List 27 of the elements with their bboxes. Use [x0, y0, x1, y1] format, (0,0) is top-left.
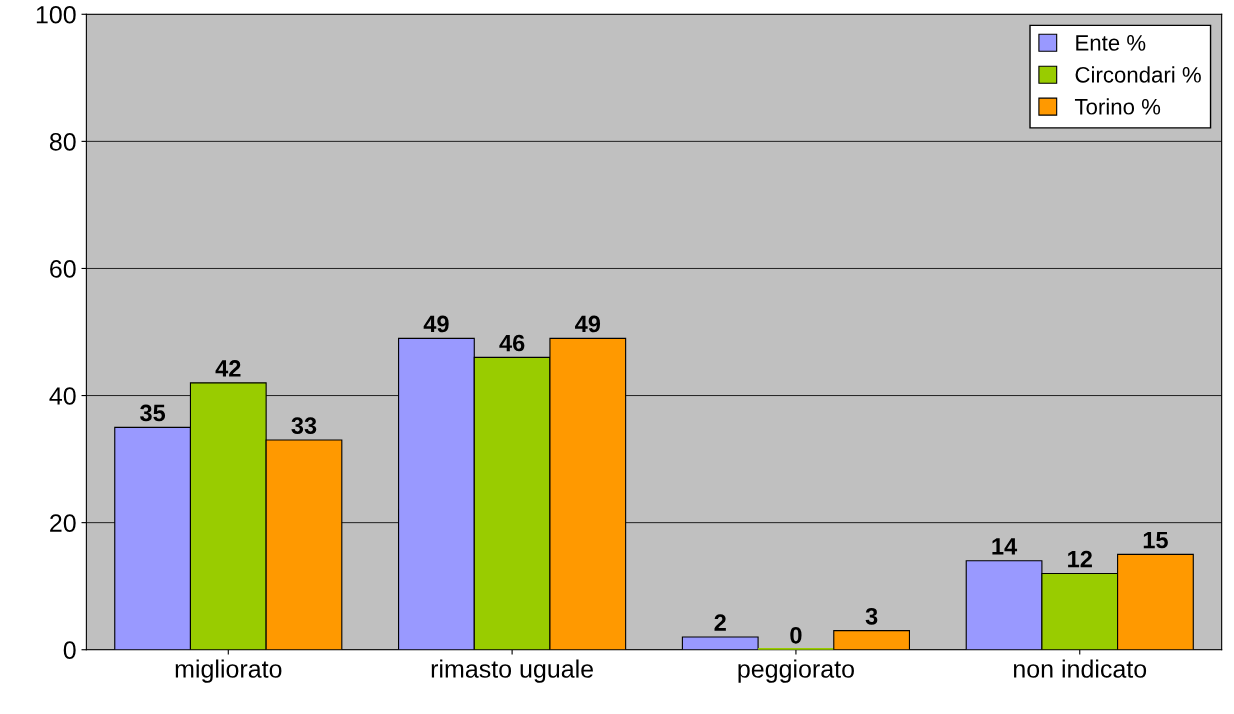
bar [833, 630, 911, 650]
data-label: 35 [140, 404, 166, 422]
y-tick-label: 80 [49, 132, 76, 151]
y-tick-label: 60 [50, 260, 76, 278]
y-tick-label: 0 [63, 641, 76, 660]
data-label: 12 [1068, 550, 1092, 568]
legend-label: Circondari % [1075, 66, 1201, 83]
x-tick-label: non indicato [1014, 659, 1147, 678]
data-label: 0 [790, 626, 802, 644]
legend-label: Ente % [1076, 35, 1146, 51]
data-label: 2 [714, 614, 726, 631]
y-tick-label: 20 [50, 514, 76, 532]
y-tick-label: 100 [36, 5, 76, 24]
data-label: 46 [499, 334, 525, 352]
x-tick-label: rimasto uguale [431, 659, 593, 683]
data-label: 3 [865, 607, 878, 625]
x-tick-label: peggiorato [738, 659, 854, 683]
x-tick-label: migliorato [175, 659, 282, 683]
data-label: 42 [215, 360, 241, 377]
y-tick-label: 40 [49, 387, 76, 405]
legend-label: Torino % [1074, 98, 1161, 115]
data-label: 49 [575, 315, 601, 333]
bar [681, 636, 759, 650]
data-label: 49 [423, 315, 449, 333]
data-label: 14 [992, 538, 1018, 555]
data-label: 15 [1143, 531, 1168, 549]
data-label: 33 [291, 417, 317, 435]
